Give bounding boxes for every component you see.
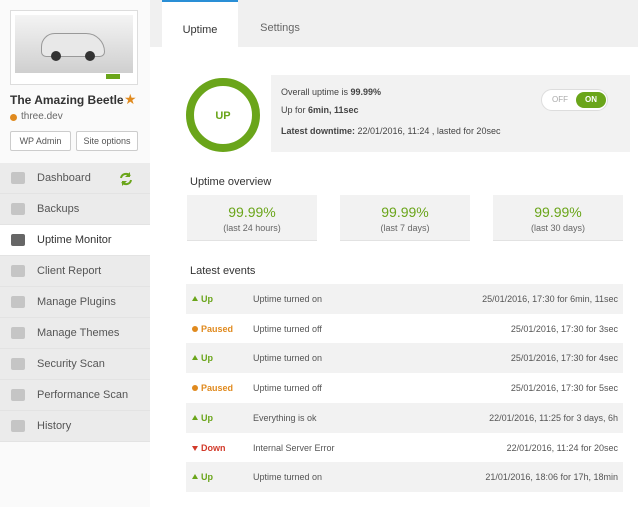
- toggle-off: OFF: [552, 95, 568, 104]
- status-icon: [192, 445, 198, 451]
- menu-icon: [11, 389, 25, 401]
- menu-icon: [11, 234, 25, 246]
- event-status: Up: [201, 412, 213, 423]
- menu-item[interactable]: Performance Scan: [0, 380, 150, 411]
- event-message: Uptime turned on: [253, 472, 323, 483]
- menu-item[interactable]: Backups: [0, 194, 150, 225]
- status-badge: UP: [215, 110, 230, 122]
- menu-item[interactable]: Dashboard: [0, 163, 150, 194]
- site-options-button[interactable]: Site options: [76, 131, 138, 151]
- card-label: (last 30 days): [530, 223, 586, 233]
- status-icon: [192, 474, 198, 480]
- event-time: 25/01/2016, 17:30 for 4sec: [510, 353, 618, 364]
- event-row: Down Internal Server Error 22/01/2016, 11:…: [186, 433, 623, 463]
- event-message: Uptime turned off: [253, 323, 322, 334]
- menu-item[interactable]: Uptime Monitor: [0, 225, 150, 256]
- status-icon: [192, 296, 198, 301]
- event-time: 25/01/2016, 17:30 for 3sec: [510, 323, 618, 334]
- overview-card: 99.99% (last 30 days): [493, 195, 623, 241]
- menu-icon: [11, 172, 25, 184]
- event-row: Up Uptime turned on 25/01/2016, 17:30 for …: [186, 284, 623, 314]
- event-message: Everything is ok: [253, 412, 317, 423]
- menu-item[interactable]: Manage Plugins: [0, 287, 150, 318]
- favorite-star[interactable]: ★: [124, 91, 137, 107]
- overall-value: 99.99%: [350, 87, 382, 97]
- menu-icon: [11, 265, 25, 277]
- event-row: Up Uptime turned on 25/01/2016, 17:30 for …: [186, 343, 623, 374]
- event-status: Paused: [201, 383, 234, 394]
- event-row: Up Uptime turned on 21/01/2016, 18:06 for …: [186, 462, 623, 493]
- menu-item[interactable]: Security Scan: [0, 349, 150, 380]
- card-value: 99.99%: [381, 204, 429, 220]
- site-thumbnail: [10, 10, 138, 85]
- event-message: Uptime turned off: [253, 383, 322, 394]
- status-circle: [186, 78, 260, 152]
- menu-icon: [11, 296, 25, 308]
- event-row: Paused Uptime turned off 25/01/2016, 17:30…: [186, 373, 623, 403]
- card-label: (last 24 hours): [223, 223, 281, 233]
- overall-label: Overall uptime is: [281, 87, 351, 97]
- status-icon: [192, 414, 198, 420]
- event-message: Uptime turned on: [253, 294, 323, 304]
- toggle-on: ON: [576, 92, 606, 108]
- event-time: 22/01/2016, 11:25 for 3 days, 6h: [489, 412, 618, 423]
- status-box: Overall uptime is 99.99% Up for 6min, 11…: [271, 75, 630, 152]
- menu-icon: [11, 327, 25, 339]
- menu-item[interactable]: Client Report: [0, 256, 150, 287]
- overview-title: Uptime overview: [190, 176, 272, 188]
- tab-bar: Uptime Settings: [150, 0, 638, 47]
- status-dot: [10, 114, 17, 121]
- event-status: Up: [201, 472, 213, 483]
- event-message: Uptime turned on: [253, 353, 323, 364]
- event-status: Up: [201, 294, 213, 304]
- site-url[interactable]: three.dev: [21, 111, 63, 122]
- status-icon: [192, 325, 198, 332]
- sync-icon[interactable]: [118, 171, 134, 187]
- up-label: Up for: [281, 105, 309, 115]
- downtime-label: Latest downtime:: [281, 126, 356, 136]
- event-time: 25/01/2016, 17:30 for 5sec: [510, 383, 618, 394]
- event-status: Up: [201, 353, 213, 364]
- events-title: Latest events: [190, 265, 256, 277]
- wp-admin-button[interactable]: WP Admin: [10, 131, 71, 151]
- menu-item[interactable]: History: [0, 411, 150, 442]
- card-value: 99.99%: [228, 204, 276, 220]
- overview-card: 99.99% (last 7 days): [340, 195, 470, 241]
- event-row: Up Everything is ok 22/01/2016, 11:25 for …: [186, 402, 623, 433]
- menu-icon: [11, 203, 25, 215]
- event-time: 21/01/2016, 18:06 for 17h, 18min: [485, 472, 618, 483]
- downtime-value: 22/01/2016, 11:24 , lasted for 20sec: [355, 126, 501, 136]
- menu-item[interactable]: Manage Themes: [0, 318, 150, 349]
- status-icon: [192, 385, 198, 392]
- event-status: Paused: [201, 323, 234, 334]
- menu-icon: [11, 420, 25, 432]
- up-value: 6min, 11sec: [308, 105, 359, 115]
- sidebar: The Amazing Beetle ★ three.dev WP Admin …: [0, 0, 150, 507]
- tab[interactable]: Settings: [260, 22, 300, 34]
- menu-icon: [11, 358, 25, 370]
- toggle[interactable]: OFF ON: [541, 89, 608, 111]
- event-row: Paused Uptime turned off 25/01/2016, 17:30…: [186, 314, 623, 344]
- event-message: Internal Server Error: [253, 442, 335, 453]
- card-value: 99.99%: [534, 204, 582, 220]
- event-time: 25/01/2016, 17:30 for 6min, 11sec: [482, 294, 618, 304]
- site-title: The Amazing Beetle: [10, 93, 124, 107]
- card-label: (last 7 days): [380, 223, 430, 233]
- status-ring: UP: [186, 78, 260, 152]
- event-time: 22/01/2016, 11:24 for 20sec: [506, 442, 618, 453]
- overview-card: 99.99% (last 24 hours): [187, 195, 317, 241]
- tab[interactable]: Uptime: [162, 0, 238, 47]
- status-icon: [192, 355, 198, 361]
- event-status: Down: [201, 442, 226, 453]
